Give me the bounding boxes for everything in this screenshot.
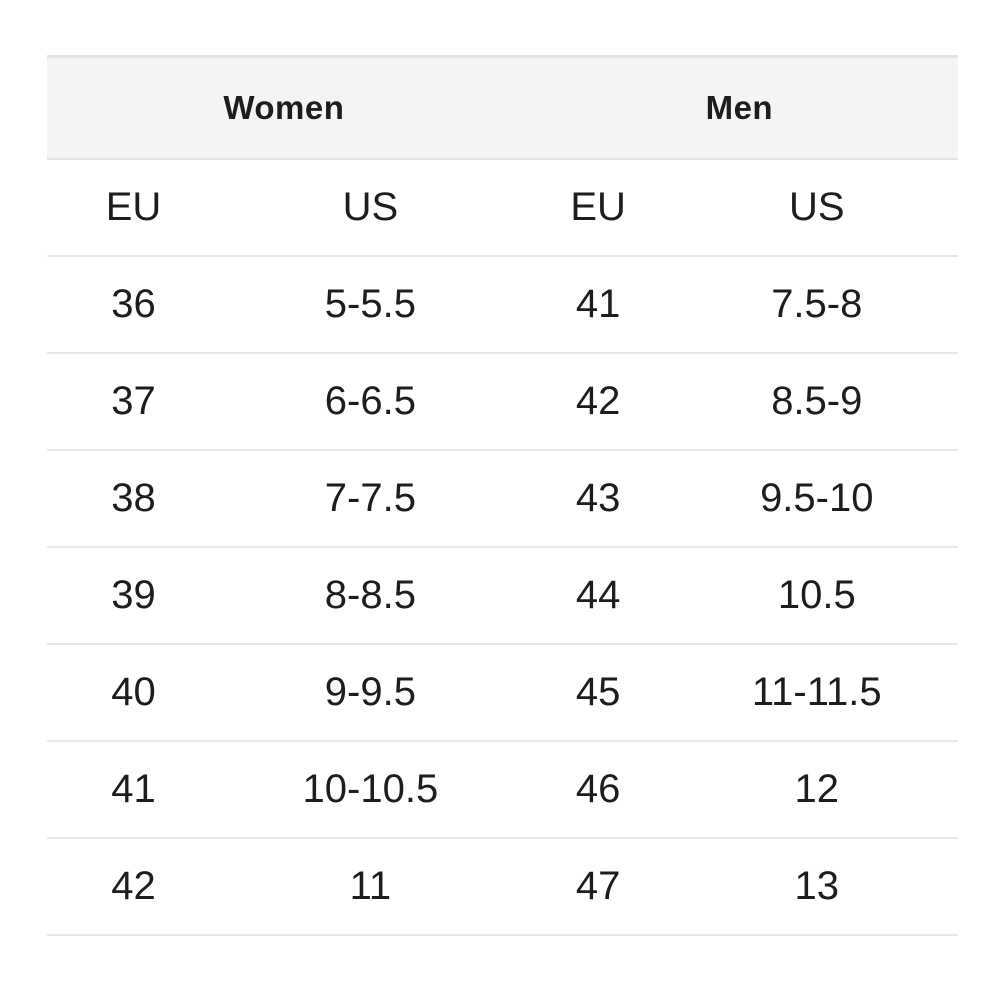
column-header-row: EU US EU US	[47, 159, 958, 257]
size-cell-women-eu: 38	[47, 450, 221, 548]
size-row: 37 6-6.5 42 8.5-9	[47, 353, 958, 451]
size-cell-women-us: 8-8.5	[220, 547, 521, 645]
column-header-men-eu: EU	[520, 159, 676, 257]
size-cell-men-us: 10.5	[675, 547, 958, 645]
size-cell-men-eu: 44	[520, 547, 676, 645]
size-cell-men-us: 7.5-8	[675, 256, 958, 354]
group-header-row: Women Men	[47, 55, 958, 160]
size-row: 42 11 47 13	[47, 838, 958, 936]
size-cell-men-us: 9.5-10	[675, 450, 958, 548]
size-cell-women-us: 6-6.5	[220, 353, 521, 451]
size-cell-women-eu: 40	[47, 644, 221, 742]
size-cell-men-us: 8.5-9	[675, 353, 958, 451]
size-cell-women-eu: 36	[47, 256, 221, 354]
size-cell-men-eu: 42	[520, 353, 676, 451]
size-cell-men-us: 11-11.5	[675, 644, 958, 742]
size-row: 36 5-5.5 41 7.5-8	[47, 256, 958, 354]
size-cell-men-eu: 45	[520, 644, 676, 742]
size-cell-women-eu: 39	[47, 547, 221, 645]
size-cell-women-eu: 41	[47, 741, 221, 839]
size-cell-men-eu: 47	[520, 838, 676, 936]
size-cell-men-us: 13	[675, 838, 958, 936]
size-cell-men-eu: 46	[520, 741, 676, 839]
size-row: 39 8-8.5 44 10.5	[47, 547, 958, 645]
group-header-women: Women	[47, 55, 521, 160]
size-cell-women-us: 10-10.5	[220, 741, 521, 839]
size-cell-men-us: 12	[675, 741, 958, 839]
size-cell-women-us: 11	[220, 838, 521, 936]
group-header-men: Men	[520, 55, 958, 160]
size-cell-women-eu: 37	[47, 353, 221, 451]
column-header-men-us: US	[675, 159, 958, 257]
size-row: 41 10-10.5 46 12	[47, 741, 958, 839]
size-cell-women-us: 7-7.5	[220, 450, 521, 548]
size-conversion-chart: Women Men EU US EU US 36 5-5.5 41 7.5-8 …	[47, 55, 958, 936]
size-row: 40 9-9.5 45 11-11.5	[47, 644, 958, 742]
size-cell-women-us: 9-9.5	[220, 644, 521, 742]
size-cell-men-eu: 43	[520, 450, 676, 548]
size-cell-men-eu: 41	[520, 256, 676, 354]
column-header-women-us: US	[220, 159, 521, 257]
column-header-women-eu: EU	[47, 159, 221, 257]
size-cell-women-eu: 42	[47, 838, 221, 936]
size-cell-women-us: 5-5.5	[220, 256, 521, 354]
size-row: 38 7-7.5 43 9.5-10	[47, 450, 958, 548]
size-table: Women Men EU US EU US 36 5-5.5 41 7.5-8 …	[47, 55, 958, 936]
